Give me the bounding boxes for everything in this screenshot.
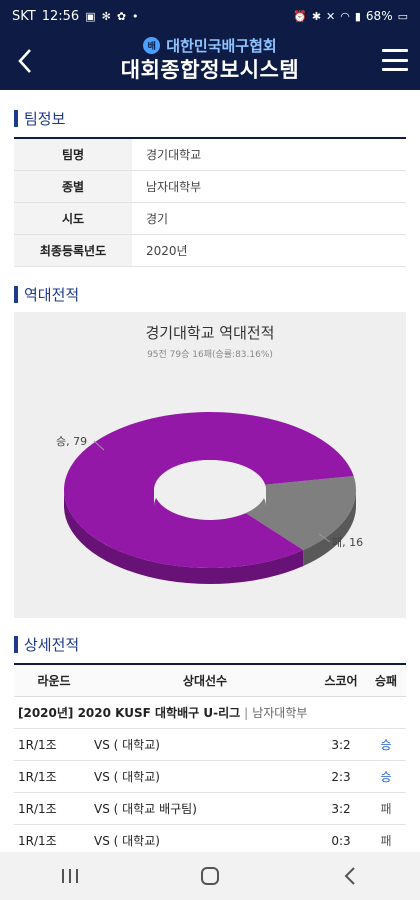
app-header: 배 대한민국배구협회 대회종합정보시스템 [0, 32, 420, 90]
header-brand: 배 대한민국배구협회 대회종합정보시스템 [60, 35, 360, 85]
match-score: 2:3 [331, 769, 351, 784]
hamburger-line-icon [382, 58, 408, 62]
section-marker [14, 286, 18, 303]
history-title: 역대전적 [24, 286, 80, 304]
league-separator: | [244, 705, 249, 720]
info-value: 남자대학부 [146, 180, 202, 194]
match-round: 1R/1조 [18, 738, 57, 752]
alarm-icon: ⏰ [293, 9, 307, 23]
detail-heading: 상세전적 [14, 634, 79, 655]
info-label: 팀명 [14, 139, 132, 170]
donut-chart: 승, 79 패, 16 [56, 412, 363, 584]
system-nav-bar [0, 852, 420, 900]
info-row: 팀명 경기대학교 [14, 139, 406, 171]
back-button[interactable] [10, 44, 40, 78]
clock: 12:56 [41, 8, 80, 24]
org-name: 대한민국배구협회 [166, 36, 277, 55]
chart-subtitle: 95전 79승 16패(승률:83.16%) [147, 350, 273, 360]
league-name: [2020년] 2020 KUSF 대학배구 U-리그 [18, 706, 241, 720]
recent-apps-icon [62, 869, 78, 883]
label-win: 승, 79 [56, 435, 87, 448]
signal-icon: ▮ [354, 9, 361, 23]
donut-side-승 [63, 490, 304, 584]
col-opponent: 상대선수 [182, 674, 228, 688]
label-win-leader [93, 440, 105, 451]
match-result: 패 [380, 802, 392, 816]
battery-level: 68% [365, 9, 393, 23]
league-row[interactable]: [2020년] 2020 KUSF 대학배구 U-리그 | 남자대학부 [14, 697, 406, 729]
donut-slice-승[interactable] [64, 412, 354, 568]
match-round: 1R/1조 [18, 770, 57, 784]
carrier-label: SKT [12, 8, 36, 24]
team-info-table: 팀명 경기대학교 종별 남자대학부 시도 경기 최종등록년도 2020년 [14, 137, 406, 267]
hamburger-line-icon [382, 68, 408, 71]
info-label: 최종등록년도 [14, 235, 132, 266]
chevron-left-icon [18, 49, 31, 73]
match-score: 0:3 [331, 833, 351, 848]
dot-icon: • [132, 9, 139, 23]
system-title: 대회종합정보시스템 [120, 58, 300, 82]
label-loss-leader [318, 533, 331, 543]
match-opponent: VS ( 대학교) [94, 738, 160, 752]
org-row: 배 대한민국배구협회 [60, 35, 360, 55]
match-round: 1R/1조 [18, 802, 57, 816]
team-info-title: 팀정보 [24, 110, 66, 128]
donut-hole [154, 460, 266, 506]
wifi-icon: ◠ [340, 9, 350, 23]
col-result: 승패 [374, 674, 398, 688]
mute-icon: ✕ [326, 9, 336, 23]
table-row[interactable]: 1R/1조 VS ( 대학교) 3:2 승 [14, 729, 406, 761]
match-score: 3:2 [331, 801, 351, 816]
history-chart: 경기대학교 역대전적 95전 79승 16패(승률:83.16%) 승, 79 패… [14, 312, 406, 618]
match-opponent: VS ( 대학교 배구팀) [94, 802, 197, 816]
hamburger-line-icon [382, 49, 408, 52]
table-row[interactable]: 1R/1조 VS ( 대학교 배구팀) 3:2 패 [14, 793, 406, 825]
match-detail-table: 라운드 상대선수 스코어 승패 [2020년] 2020 KUSF 대학배구 U… [14, 663, 406, 857]
status-bar: SKT 12:56 ▣ ✻ ✿ • ⏰ ✱ ✕ ◠ ▮ 68% ▭ [0, 0, 420, 32]
match-score: 3:2 [331, 737, 351, 752]
info-row: 종별 남자대학부 [14, 171, 406, 203]
section-marker [14, 636, 18, 653]
recent-apps-button[interactable] [40, 856, 100, 896]
label-loss: 패, 16 [332, 536, 363, 549]
home-icon [201, 867, 219, 885]
match-result: 승 [380, 770, 392, 784]
battery-icon: ▭ [397, 9, 408, 23]
section-marker [14, 110, 18, 127]
info-row: 시도 경기 [14, 203, 406, 235]
league-division: 남자대학부 [252, 706, 308, 720]
info-label: 시도 [14, 203, 132, 234]
detail-title: 상세전적 [24, 636, 80, 654]
donut-side-패 [303, 490, 356, 567]
bluetooth-icon: ✱ [311, 9, 322, 23]
match-result: 승 [380, 738, 392, 752]
table-header: 라운드 상대선수 스코어 승패 [14, 665, 406, 697]
match-round: 1R/1조 [18, 834, 57, 848]
donut-slice-패[interactable] [245, 476, 356, 551]
sync-icon: ✿ [116, 9, 127, 23]
info-row: 최종등록년도 2020년 [14, 235, 406, 267]
back-arrow-icon [344, 867, 355, 885]
col-round: 라운드 [37, 674, 71, 688]
info-value: 2020년 [146, 244, 188, 258]
system-back-button[interactable] [320, 856, 380, 896]
home-button[interactable] [180, 856, 240, 896]
gallery-icon: ▣ [85, 9, 96, 23]
match-result: 패 [380, 834, 392, 848]
match-opponent: VS ( 대학교) [94, 834, 160, 848]
history-heading: 역대전적 [14, 284, 79, 305]
team-info-heading: 팀정보 [14, 108, 65, 129]
info-value: 경기 [146, 212, 169, 226]
info-value: 경기대학교 [146, 148, 202, 162]
settings-icon: ✻ [101, 9, 111, 23]
match-opponent: VS ( 대학교) [94, 770, 160, 784]
menu-button[interactable] [382, 46, 408, 74]
kva-logo-icon: 배 [143, 36, 161, 54]
table-row[interactable]: 1R/1조 VS ( 대학교) 2:3 승 [14, 761, 406, 793]
info-label: 종별 [14, 171, 132, 202]
chart-title: 경기대학교 역대전적 [145, 324, 275, 342]
col-score: 스코어 [324, 674, 358, 688]
